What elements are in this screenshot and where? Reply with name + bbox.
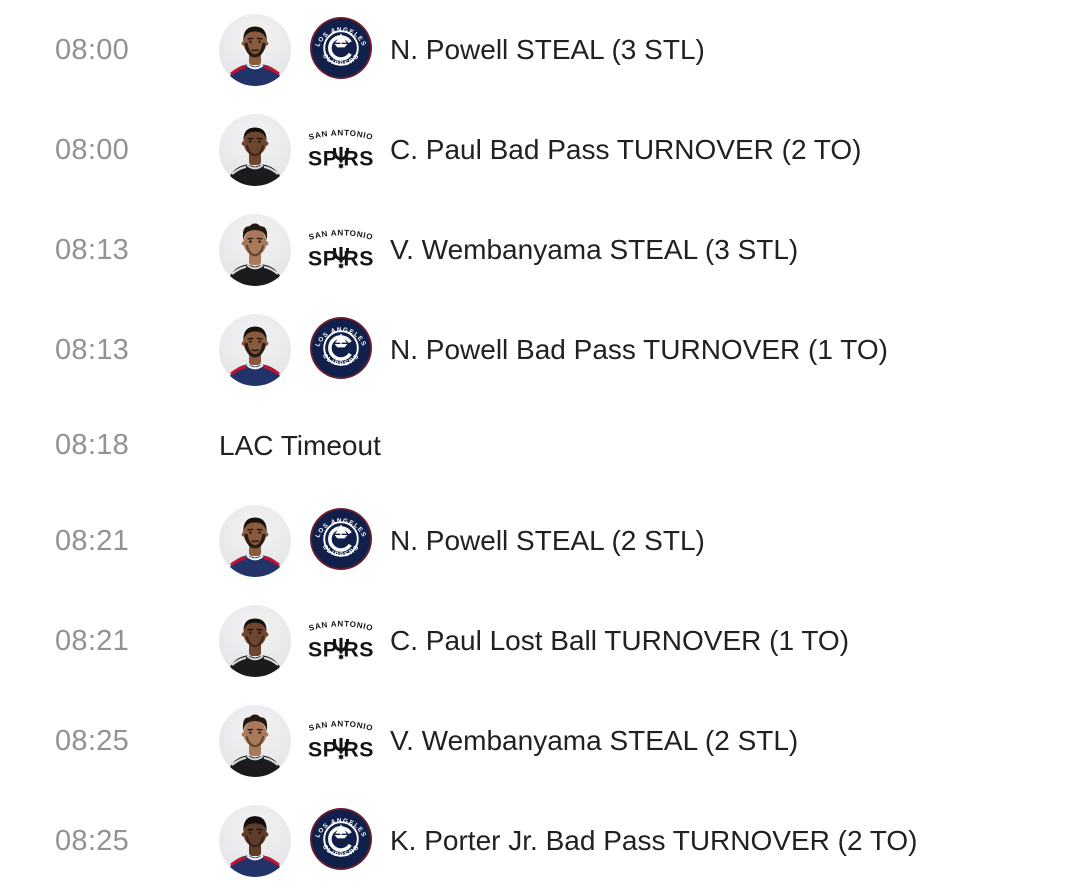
player-avatar — [219, 114, 291, 186]
clippers-logo-icon: LOS ANGELES CLIPPERS — [309, 807, 373, 876]
play-media: LOS ANGELES CLIPPERS — [219, 805, 390, 877]
play-clock-time: 08:13 — [55, 233, 130, 266]
team-logo-box: SAN ANTONIO SP RS — [291, 120, 390, 181]
play-row: 08:13 LOS ANGELES CLIPPERS N. Powell Bad … — [0, 300, 1079, 400]
play-media: SAN ANTONIO SP RS — [219, 114, 390, 186]
play-row: 08:21 SAN ANTONIO SP RS C. Paul Lost Ball … — [0, 591, 1079, 691]
spurs-logo-icon: SAN ANTONIO SP RS — [299, 120, 383, 181]
play-row: 08:25 LOS ANGELES CLIPPERS K. Porter Jr. … — [0, 791, 1079, 891]
team-logo-box: LOS ANGELES CLIPPERS — [291, 507, 390, 576]
svg-text:SP: SP — [307, 146, 337, 170]
player-avatar — [219, 605, 291, 677]
play-description: K. Porter Jr. Bad Pass TURNOVER (2 TO) — [390, 825, 918, 856]
play-clock-time: 08:00 — [55, 33, 130, 66]
play-media: LOS ANGELES CLIPPERS — [219, 505, 390, 577]
clippers-logo-icon: LOS ANGELES CLIPPERS — [309, 16, 373, 85]
team-logo-box: LOS ANGELES CLIPPERS — [291, 16, 390, 85]
play-row: 08:21 LOS ANGELES CLIPPERS N. Powell STEA… — [0, 491, 1079, 591]
play-row: 08:00 LOS ANGELES CLIPPERS N. Powell STEA… — [0, 0, 1079, 100]
spurs-logo-icon: SAN ANTONIO SP RS — [299, 711, 383, 772]
play-clock-time: 08:21 — [55, 524, 130, 557]
play-description: N. Powell STEAL (3 STL) — [390, 34, 705, 65]
play-media: SAN ANTONIO SP RS — [219, 705, 390, 777]
svg-text:SP: SP — [307, 737, 337, 761]
player-avatar — [219, 505, 291, 577]
player-avatar — [219, 214, 291, 286]
play-media: LOS ANGELES CLIPPERS — [219, 14, 390, 86]
clippers-logo-icon: LOS ANGELES CLIPPERS — [309, 316, 373, 385]
team-logo-box: SAN ANTONIO SP RS — [291, 711, 390, 772]
play-media: SAN ANTONIO SP RS — [219, 605, 390, 677]
svg-text:SAN ANTONIO: SAN ANTONIO — [307, 128, 373, 142]
play-clock-time: 08:13 — [55, 333, 130, 366]
play-description: C. Paul Bad Pass TURNOVER (2 TO) — [390, 134, 862, 165]
spurs-logo-icon: SAN ANTONIO SP RS — [299, 220, 383, 281]
play-description: N. Powell Bad Pass TURNOVER (1 TO) — [390, 334, 888, 365]
play-description: N. Powell STEAL (2 STL) — [390, 525, 705, 556]
play-description: V. Wembanyama STEAL (3 STL) — [390, 234, 799, 265]
clippers-logo-icon: LOS ANGELES CLIPPERS — [309, 507, 373, 576]
svg-text:SP: SP — [307, 637, 337, 661]
player-avatar — [219, 14, 291, 86]
team-logo-box: SAN ANTONIO SP RS — [291, 220, 390, 281]
team-logo-box: SAN ANTONIO SP RS — [291, 611, 390, 672]
player-avatar — [219, 705, 291, 777]
spurs-logo-icon: SAN ANTONIO SP RS — [299, 611, 383, 672]
play-clock-time: 08:21 — [55, 624, 130, 657]
play-media: LOS ANGELES CLIPPERS — [219, 314, 390, 386]
play-row: 08:25 SAN ANTONIO SP RS V. Wembanyama STEA… — [0, 691, 1079, 791]
play-description: C. Paul Lost Ball TURNOVER (1 TO) — [390, 625, 850, 656]
play-row: 08:00 SAN ANTONIO SP RS C. Paul Bad Pass T… — [0, 100, 1079, 200]
player-avatar — [219, 314, 291, 386]
play-description: V. Wembanyama STEAL (2 STL) — [390, 725, 799, 756]
play-clock-time: 08:25 — [55, 724, 130, 757]
player-avatar — [219, 805, 291, 877]
play-clock-time: 08:25 — [55, 824, 130, 857]
timeout-row: 08:18 LAC Timeout — [0, 400, 1079, 491]
play-media: SAN ANTONIO SP RS — [219, 214, 390, 286]
play-clock-time: 08:00 — [55, 133, 130, 166]
svg-text:RS: RS — [343, 246, 374, 270]
svg-text:SAN ANTONIO: SAN ANTONIO — [307, 619, 373, 633]
play-description: LAC Timeout — [219, 429, 381, 461]
svg-text:SP: SP — [307, 246, 337, 270]
team-logo-box: LOS ANGELES CLIPPERS — [291, 316, 390, 385]
play-clock-time: 08:18 — [55, 429, 130, 461]
team-logo-box: LOS ANGELES CLIPPERS — [291, 807, 390, 876]
svg-text:SAN ANTONIO: SAN ANTONIO — [307, 228, 373, 242]
svg-text:SAN ANTONIO: SAN ANTONIO — [307, 719, 373, 733]
play-row: 08:13 SAN ANTONIO SP RS V. Wembanyama STEA… — [0, 200, 1079, 300]
